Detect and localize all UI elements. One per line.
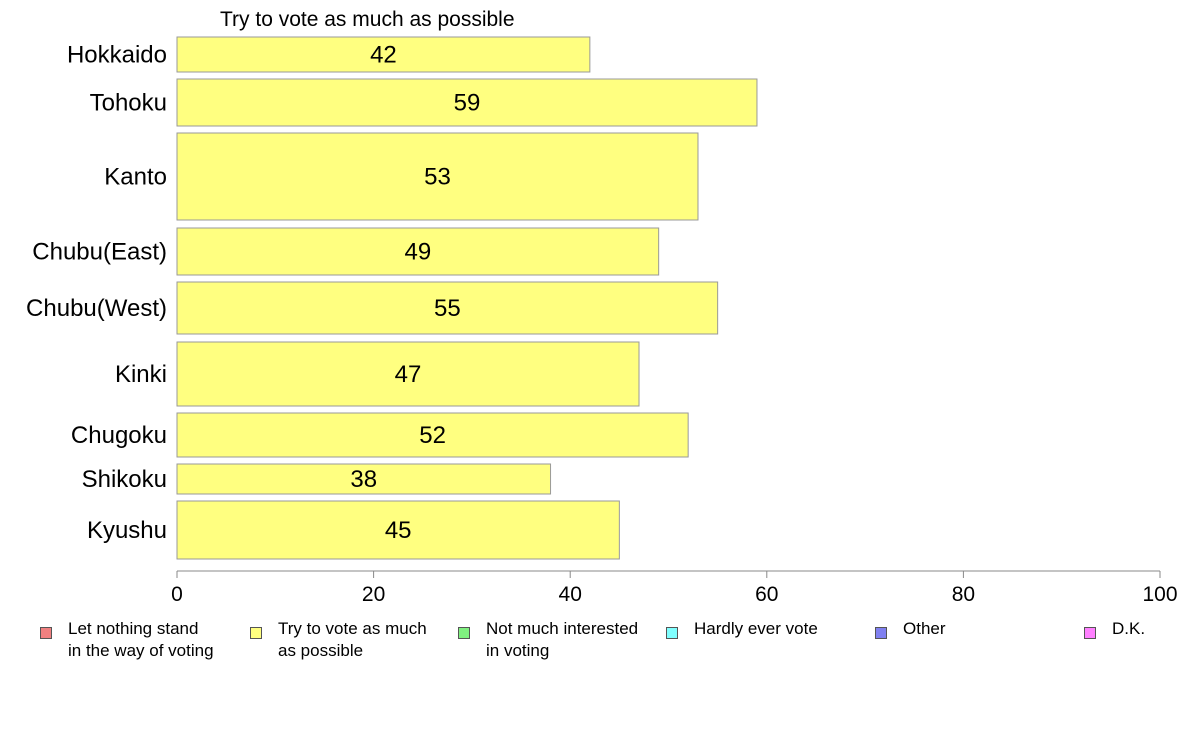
data-label-shikoku: 38: [350, 466, 377, 493]
category-label-chubu-west: Chubu(West): [26, 295, 167, 322]
legend-swatch-not-much-interested: [458, 627, 470, 639]
bar-chubu-west: [176, 281, 719, 335]
bar-shikoku: [176, 463, 552, 495]
legend-item-not-much-interested: Not much interested in voting: [458, 618, 638, 662]
legend-swatch-dk: [1084, 627, 1096, 639]
x-tick-label-40: 40: [559, 583, 582, 606]
x-tick-label-80: 80: [952, 583, 975, 606]
data-label-chugoku: 52: [419, 422, 446, 449]
bar-chubu-east: [176, 227, 660, 276]
data-label-kanto: 53: [424, 164, 451, 191]
legend-label-try-to-vote: Try to vote as much as possible: [278, 619, 427, 660]
x-tick-label-100: 100: [1142, 583, 1177, 606]
category-label-kinki: Kinki: [115, 361, 167, 388]
bar-hokkaido: [176, 36, 591, 73]
data-label-tohoku: 59: [454, 90, 481, 117]
legend-label-let-nothing-stand: Let nothing stand in the way of voting: [68, 619, 214, 660]
legend: Let nothing stand in the way of voting T…: [0, 618, 1188, 678]
bar-kyushu: [176, 500, 620, 560]
data-label-chubu-west: 55: [434, 295, 461, 322]
legend-item-try-to-vote: Try to vote as much as possible: [250, 618, 427, 662]
category-label-tohoku: Tohoku: [90, 90, 167, 117]
category-label-kyushu: Kyushu: [87, 517, 167, 544]
x-tick-label-60: 60: [755, 583, 778, 606]
legend-item-hardly-ever-vote: Hardly ever vote: [666, 618, 818, 640]
bars-layer: 42 Hokkaido 59 Tohoku 53 Kanto 49 Chubu(East) 55…: [26, 36, 758, 560]
chart-title: Try to vote as much as possible: [220, 8, 515, 31]
bar-chugoku: [176, 412, 689, 458]
category-label-chubu-east: Chubu(East): [32, 239, 167, 266]
legend-item-other: Other: [875, 618, 946, 640]
data-label-kyushu: 45: [385, 517, 412, 544]
category-label-hokkaido: Hokkaido: [67, 42, 167, 69]
legend-item-dk: D.K.: [1084, 618, 1145, 640]
legend-swatch-hardly-ever-vote: [666, 627, 678, 639]
legend-label-dk: D.K.: [1112, 619, 1146, 638]
bar-tohoku: [176, 78, 758, 127]
data-label-chubu-east: 49: [404, 239, 431, 266]
legend-swatch-try-to-vote: [250, 627, 262, 639]
x-tick-label-0: 0: [171, 583, 183, 606]
category-label-chugoku: Chugoku: [71, 422, 167, 449]
legend-swatch-let-nothing-stand: [40, 627, 52, 639]
data-label-hokkaido: 42: [370, 42, 397, 69]
legend-label-hardly-ever-vote: Hardly ever vote: [694, 619, 818, 638]
legend-swatch-other: [875, 627, 887, 639]
data-label-kinki: 47: [395, 361, 422, 388]
bar-kanto: [176, 132, 699, 221]
x-axis: 0 20 40 60 80 100: [171, 570, 1178, 606]
legend-label-not-much-interested: Not much interested in voting: [486, 619, 639, 660]
category-label-shikoku: Shikoku: [82, 466, 167, 493]
category-label-kanto: Kanto: [104, 164, 167, 191]
legend-item-let-nothing-stand: Let nothing stand in the way of voting: [40, 618, 214, 662]
legend-label-other: Other: [903, 619, 946, 638]
bar-kinki: [176, 341, 640, 407]
x-tick-label-20: 20: [362, 583, 385, 606]
